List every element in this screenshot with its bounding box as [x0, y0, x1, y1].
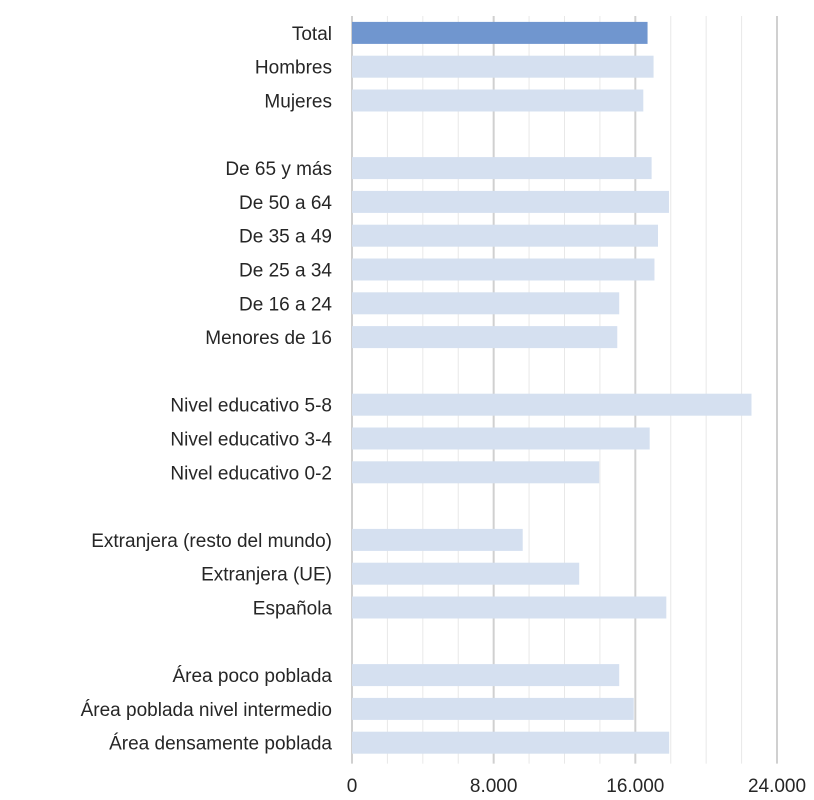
- bar: [352, 393, 752, 416]
- bar: [352, 461, 600, 484]
- bar: [352, 258, 655, 281]
- bar: [352, 55, 654, 78]
- bar: [352, 596, 667, 619]
- category-labels: Total Hombres Mujeres De 65 y más De 50 a 64…: [81, 24, 333, 755]
- category-label: Extranjera (UE): [201, 565, 332, 586]
- bar: [352, 528, 523, 551]
- x-tick-label: 8.000: [470, 776, 518, 797]
- category-label: Área poco poblada: [172, 666, 332, 687]
- bar: [352, 21, 648, 44]
- x-tick-label: 0: [347, 776, 358, 797]
- x-tick-label: 16.000: [606, 776, 664, 797]
- category-label: Nivel educativo 0-2: [170, 463, 332, 484]
- bar: [352, 89, 644, 112]
- bar: [352, 224, 658, 247]
- category-label: De 25 a 34: [239, 261, 332, 282]
- bar: [352, 292, 620, 315]
- category-label: Área densamente poblada: [109, 734, 332, 755]
- x-axis-tick-labels: 0 8.000 16.000 24.000: [347, 776, 806, 797]
- category-label: De 65 y más: [225, 159, 332, 180]
- category-label: De 35 a 49: [239, 227, 332, 248]
- category-label: Nivel educativo 3-4: [170, 430, 332, 451]
- category-label: De 50 a 64: [239, 193, 332, 214]
- category-label: Hombres: [255, 58, 332, 79]
- bar: [352, 664, 620, 687]
- category-label: Menores de 16: [205, 328, 332, 349]
- bar: [352, 697, 634, 720]
- bar: [352, 157, 652, 180]
- bar: [352, 326, 618, 349]
- bars: [352, 21, 752, 754]
- bar: [352, 427, 650, 450]
- category-label: De 16 a 24: [239, 294, 332, 315]
- bar: [352, 562, 580, 585]
- category-label: Española: [253, 599, 333, 620]
- x-tick-label: 24.000: [748, 776, 806, 797]
- bar: [352, 190, 669, 213]
- category-label: Extranjera (resto del mundo): [91, 531, 332, 552]
- bar: [352, 731, 670, 754]
- category-label: Área poblada nivel intermedio: [81, 700, 332, 721]
- category-label: Nivel educativo 5-8: [170, 396, 332, 417]
- gridlines: [351, 16, 778, 764]
- category-label: Total: [292, 24, 332, 45]
- category-label: Mujeres: [264, 92, 332, 113]
